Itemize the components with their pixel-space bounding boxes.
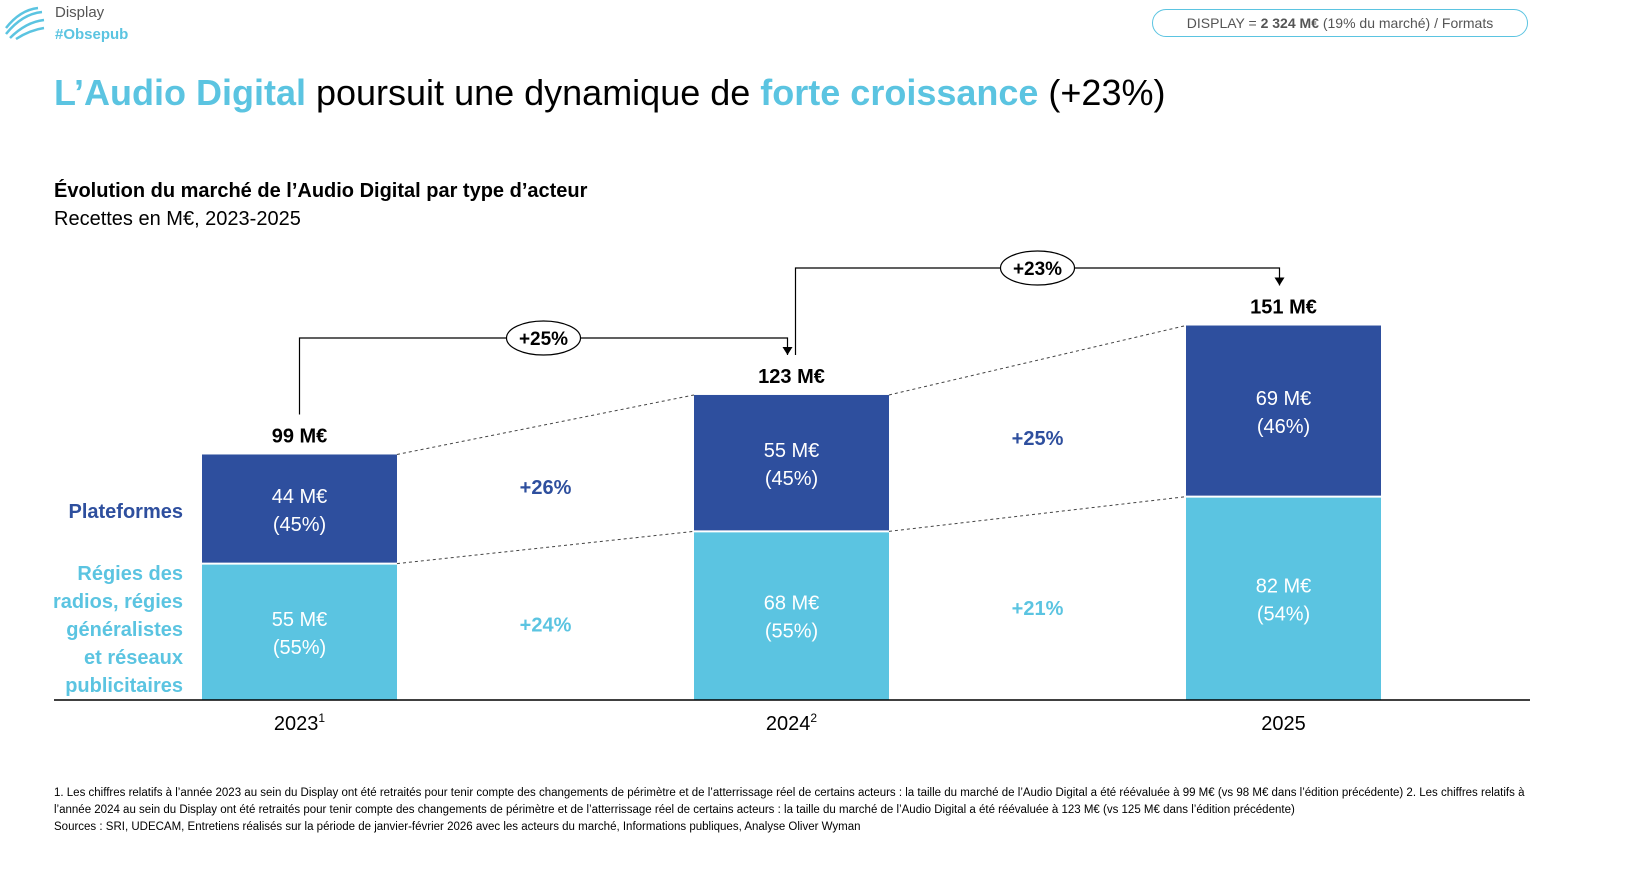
page-title: L’Audio Digital poursuit une dynamique d…: [54, 72, 1165, 114]
data-label-plateformes: 69 M€: [1256, 388, 1312, 410]
title-highlight-2: forte croissance: [760, 72, 1039, 113]
data-label-plateformes: 44 M€: [272, 486, 328, 508]
growth-label-plateformes: +25%: [1012, 428, 1064, 450]
pill-prefix: DISPLAY =: [1186, 15, 1261, 31]
connector-line: [888, 496, 1187, 532]
title-text: poursuit une dynamique de: [305, 72, 761, 113]
data-label-plateformes: 55 M€: [764, 440, 820, 462]
legend-regies: Régies des radios, régies généralistes et r…: [53, 563, 183, 697]
section-pill: DISPLAY = 2 324 M€ (19% du marché) / For…: [1152, 9, 1528, 37]
sources-text: Sources : SRI, UDECAM, Entretiens réalis…: [54, 821, 861, 833]
footnote-text: 1. Les chiffres relatifs à l’année 2023 …: [54, 787, 1525, 816]
x-tick-label: 20231: [274, 711, 326, 735]
growth-bubble: [999, 250, 1076, 286]
share-label-plateformes: (45%): [273, 514, 326, 536]
x-tick-label: 20242: [766, 711, 818, 735]
total-label: 99 M€: [272, 425, 328, 447]
bar-segment-regies: [1186, 496, 1381, 700]
title-highlight-1: L’Audio Digital: [54, 72, 306, 113]
bar-segment-regies: [202, 563, 397, 700]
x-tick-label: 2025: [1261, 713, 1306, 735]
logo-display-label: Display: [55, 4, 105, 21]
connector-line: [396, 394, 695, 455]
bar-segment-plateformes: [202, 454, 397, 564]
legend-plateformes: Plateformes: [69, 501, 184, 523]
growth-label-plateformes: +26%: [520, 477, 572, 499]
bar-segment-plateformes: [1186, 325, 1381, 497]
logo-hashtag: #Obsepub: [55, 26, 129, 43]
arrow-head-icon: [782, 346, 793, 355]
share-label-plateformes: (45%): [765, 468, 818, 490]
obsepub-logo-icon: [5, 6, 45, 40]
total-label: 151 M€: [1250, 297, 1317, 319]
arrow-head-icon: [1274, 277, 1285, 286]
share-label-regies: (54%): [1257, 603, 1310, 625]
pill-suffix: (19% du marché) / Formats: [1318, 15, 1494, 31]
footnotes: 1. Les chiffres relatifs à l’année 2023 …: [54, 785, 1534, 836]
data-label-regies: 82 M€: [1256, 575, 1312, 597]
share-label-regies: (55%): [273, 637, 326, 659]
connector-line: [396, 530, 695, 565]
bar-segment-plateformes: [694, 394, 889, 532]
growth-label-regies: +24%: [520, 615, 572, 637]
data-label-regies: 68 M€: [764, 593, 820, 615]
title-growth: (+23%): [1038, 72, 1166, 113]
chart-title: Évolution du marché de l’Audio Digital p…: [54, 180, 588, 202]
data-label-regies: 55 M€: [272, 609, 328, 631]
share-label-plateformes: (46%): [1257, 416, 1310, 438]
chart-subtitle: Recettes en M€, 2023-2025: [54, 208, 301, 230]
total-label: 123 M€: [758, 366, 825, 388]
total-growth-label: +23%: [1013, 259, 1062, 280]
total-growth-label: +25%: [519, 329, 568, 350]
connector-line: [888, 325, 1187, 396]
pill-value: 2 324 M€: [1260, 15, 1319, 31]
growth-label-regies: +21%: [1012, 598, 1064, 620]
growth-bubble: [505, 320, 582, 356]
share-label-regies: (55%): [765, 621, 818, 643]
bar-segment-regies: [694, 531, 889, 700]
